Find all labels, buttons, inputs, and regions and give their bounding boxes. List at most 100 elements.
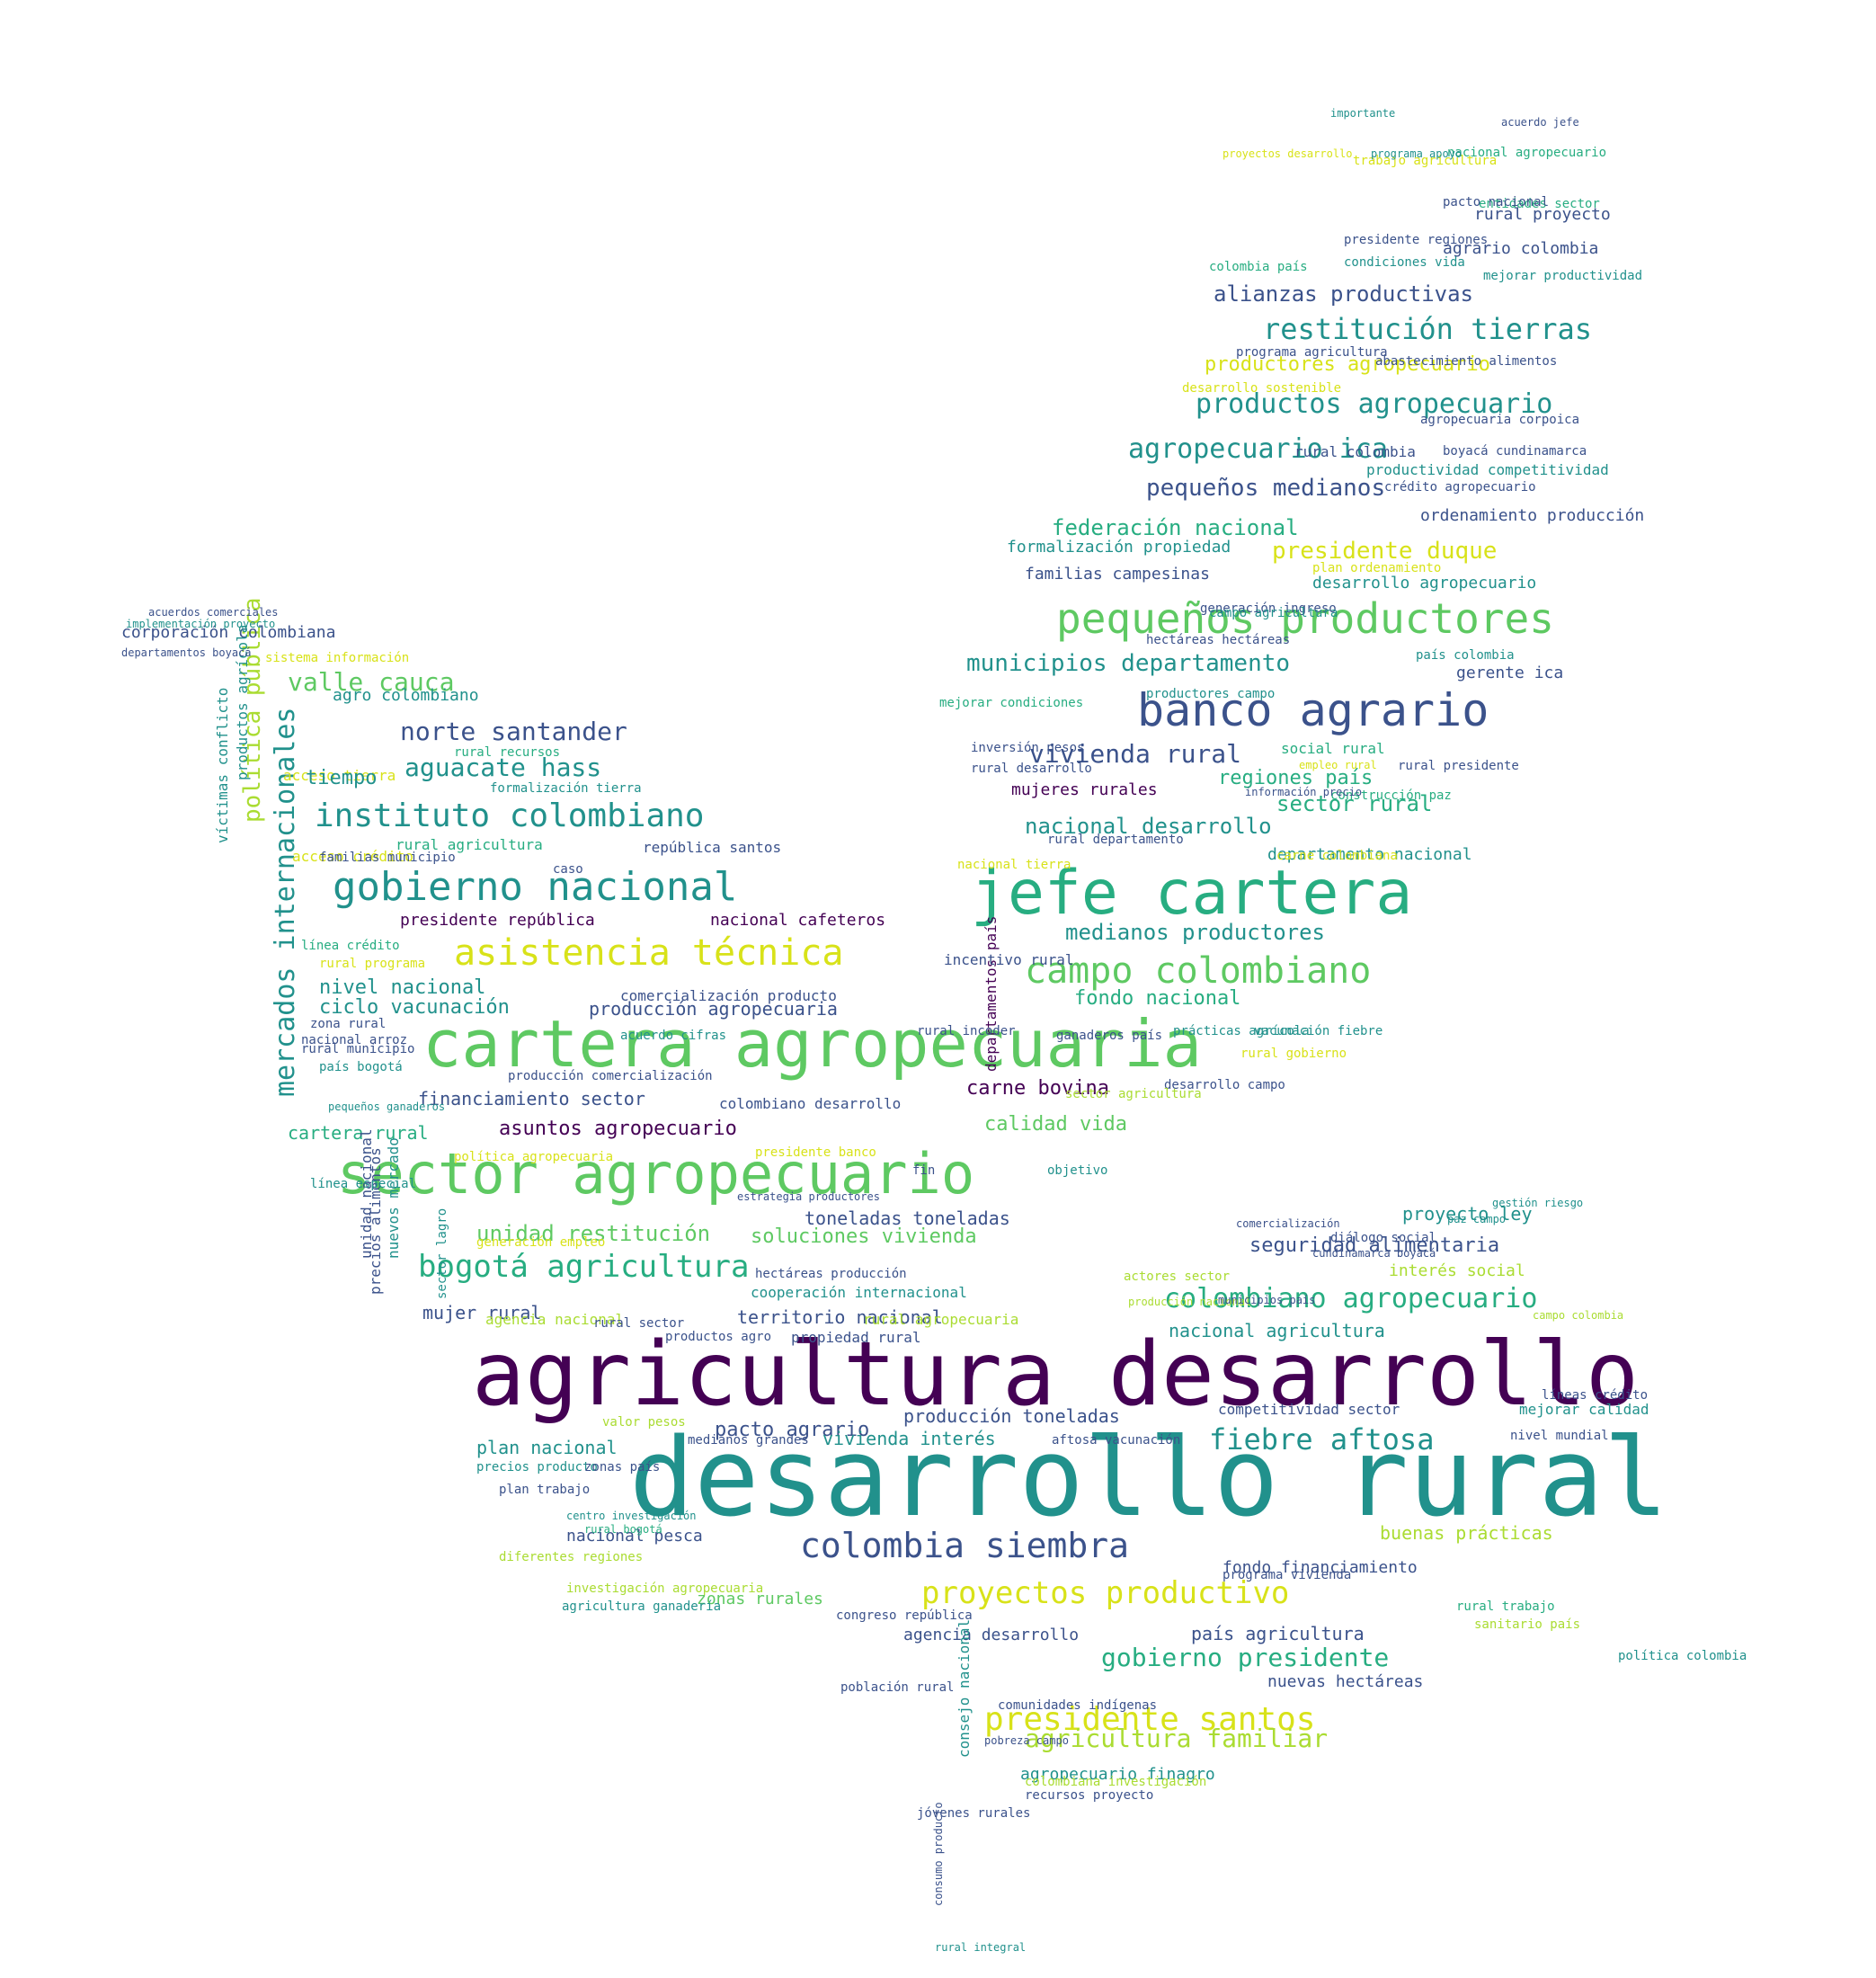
cloud-word: calidad vida (984, 1113, 1127, 1136)
cloud-word: ordenamiento producción (1420, 506, 1645, 525)
cloud-word: comercialización (1236, 1217, 1340, 1230)
cloud-word: nuevas hectáreas (1267, 1672, 1424, 1691)
cloud-word: entidades sector (1479, 197, 1600, 211)
cloud-word: productos agropecuario (1196, 388, 1553, 420)
cloud-word: zonas rurales (697, 1590, 823, 1608)
cloud-word: centro investigación (566, 1510, 697, 1522)
cloud-word: rural colombia (1294, 443, 1416, 460)
cloud-word: asuntos agropecuario (499, 1118, 737, 1140)
cloud-word: nacional tierra (957, 858, 1071, 872)
cloud-word: tiempo (306, 767, 378, 789)
cloud-word: financiamiento sector (418, 1088, 645, 1109)
cloud-word: asistencia técnica (454, 932, 844, 974)
cloud-word: zonas país (584, 1460, 661, 1475)
cloud-word: aguacate hass (405, 753, 602, 782)
cloud-word: medianos productores (1065, 920, 1325, 945)
cloud-word: desarrollo rural (629, 1416, 1668, 1541)
cloud-word: empleo rural (1299, 759, 1377, 771)
cloud-word: vacunación fiebre (1254, 1024, 1383, 1038)
cloud-word: gobierno presidente (1101, 1643, 1390, 1672)
cloud-word: desarrollo sostenible (1182, 381, 1342, 396)
cloud-word: programa vivienda (1223, 1568, 1352, 1582)
cloud-word: campo colombia (1533, 1309, 1624, 1322)
cloud-word: pobreza campo (984, 1734, 1069, 1747)
cloud-word: país colombia (1416, 648, 1515, 663)
cloud-word: unidad restitución (476, 1221, 711, 1246)
cloud-word: zona rural (310, 1017, 387, 1031)
cloud-word: formalización tierra (490, 781, 642, 796)
cloud-word: acuerdos comerciales (148, 606, 279, 619)
cloud-word: mujeres rurales (1011, 780, 1158, 799)
cloud-word: línea crédito (301, 939, 400, 953)
cloud-word: rural departamento (1047, 833, 1184, 847)
cloud-word: producción agropecuaria (589, 998, 838, 1020)
cloud-word: política colombia (1618, 1649, 1747, 1663)
cloud-word: cundinamarca boyacá (1312, 1247, 1436, 1260)
cloud-word: presidente banco (755, 1145, 876, 1160)
cloud-word: colombia país (1209, 260, 1308, 274)
cloud-word: campo colombiano (1025, 950, 1372, 992)
cloud-word: hectáreas producción (755, 1267, 907, 1281)
cloud-word: agropecuaria corpoica (1420, 413, 1580, 427)
cloud-word: agricultura desarrollo (472, 1323, 1640, 1426)
cloud-word: ganaderos país (1056, 1029, 1163, 1043)
cloud-word: alianzas productivas (1214, 281, 1473, 307)
cloud-word: vivienda interés (822, 1428, 996, 1449)
cloud-word: rural integral (935, 1941, 1027, 1954)
cloud-word: plan nacional (476, 1437, 618, 1458)
cloud-word: rural desarrollo (971, 762, 1092, 776)
cloud-word: cartera agropecuaria (422, 1006, 1202, 1082)
cloud-word: corporación colombiana (121, 623, 336, 642)
cloud-word: proyectos desarrollo (1223, 147, 1353, 160)
cloud-word: proyectos productivo (921, 1575, 1290, 1611)
cloud-word: nuevos mercado (385, 1137, 402, 1259)
cloud-word: agropecuario finagro (1020, 1765, 1215, 1784)
cloud-word: instituto colombiano (315, 797, 705, 834)
cloud-word: rural trabajo (1456, 1599, 1555, 1614)
cloud-word: investigación agropecuaria (566, 1582, 764, 1596)
cloud-word: federación nacional (1052, 515, 1299, 540)
cloud-word: diferentes regiones (499, 1550, 644, 1564)
cloud-word: comunidades indígenas (998, 1698, 1158, 1713)
cloud-word: abastecimiento alimentos (1375, 354, 1558, 369)
cloud-word: nacional agricultura (1169, 1320, 1385, 1341)
cloud-word: mujer rural (422, 1302, 542, 1323)
cloud-word: diálogo social (1330, 1231, 1437, 1245)
cloud-word: formalización propiedad (1007, 538, 1231, 557)
cloud-word: propiedad rural (791, 1329, 921, 1346)
cloud-word: inversión pesos (971, 741, 1085, 755)
cloud-word: pequeños ganaderos (328, 1100, 446, 1113)
cloud-word: acuerdo jefe (1501, 116, 1579, 129)
cloud-word: mejorar condiciones (939, 696, 1084, 710)
cloud-word: rural gobierno (1240, 1047, 1347, 1061)
cloud-word: departamentos boyacá (121, 646, 252, 659)
cloud-word: país bogotá (319, 1060, 403, 1074)
cloud-word: línea especial (310, 1177, 417, 1191)
cloud-word: mercados internacionales (270, 707, 301, 1097)
cloud-word: rural agropecuaria (863, 1311, 1019, 1328)
cloud-word: nacional desarrollo (1025, 814, 1272, 839)
cloud-word: sistema información (265, 651, 410, 665)
cloud-word: departamento nacional (1267, 845, 1472, 864)
cloud-word: bogotá agricultura (418, 1249, 750, 1285)
cloud-word: presidente duque (1272, 538, 1498, 565)
cloud-word: boyacá cundinamarca (1443, 444, 1587, 459)
cloud-word: rural bogotá (584, 1523, 662, 1536)
cloud-word: sector lagro (435, 1207, 449, 1299)
cloud-word: proyecto ley (1402, 1203, 1533, 1225)
cloud-word: rural agricultura (396, 836, 543, 853)
cloud-word: toneladas toneladas (805, 1207, 1010, 1229)
cloud-word: productividad competitividad (1366, 461, 1609, 478)
cloud-word: valle cauca (288, 667, 455, 697)
cloud-word: valor pesos (602, 1415, 686, 1430)
cloud-word: objetivo (1047, 1163, 1108, 1178)
cloud-word: sector rural (1276, 791, 1433, 816)
cloud-word: nacional agropecuario (1447, 146, 1607, 160)
cloud-word: productores agropecuario (1205, 353, 1490, 376)
cloud-word: víctimas conflicto (214, 687, 231, 843)
cloud-word: actores sector (1124, 1270, 1231, 1284)
cloud-word: social rural (1281, 740, 1385, 757)
cloud-word: rural presidente (1398, 759, 1519, 773)
cloud-word: mejorar productividad (1483, 269, 1643, 283)
cloud-word: banco agrario (1137, 684, 1489, 736)
